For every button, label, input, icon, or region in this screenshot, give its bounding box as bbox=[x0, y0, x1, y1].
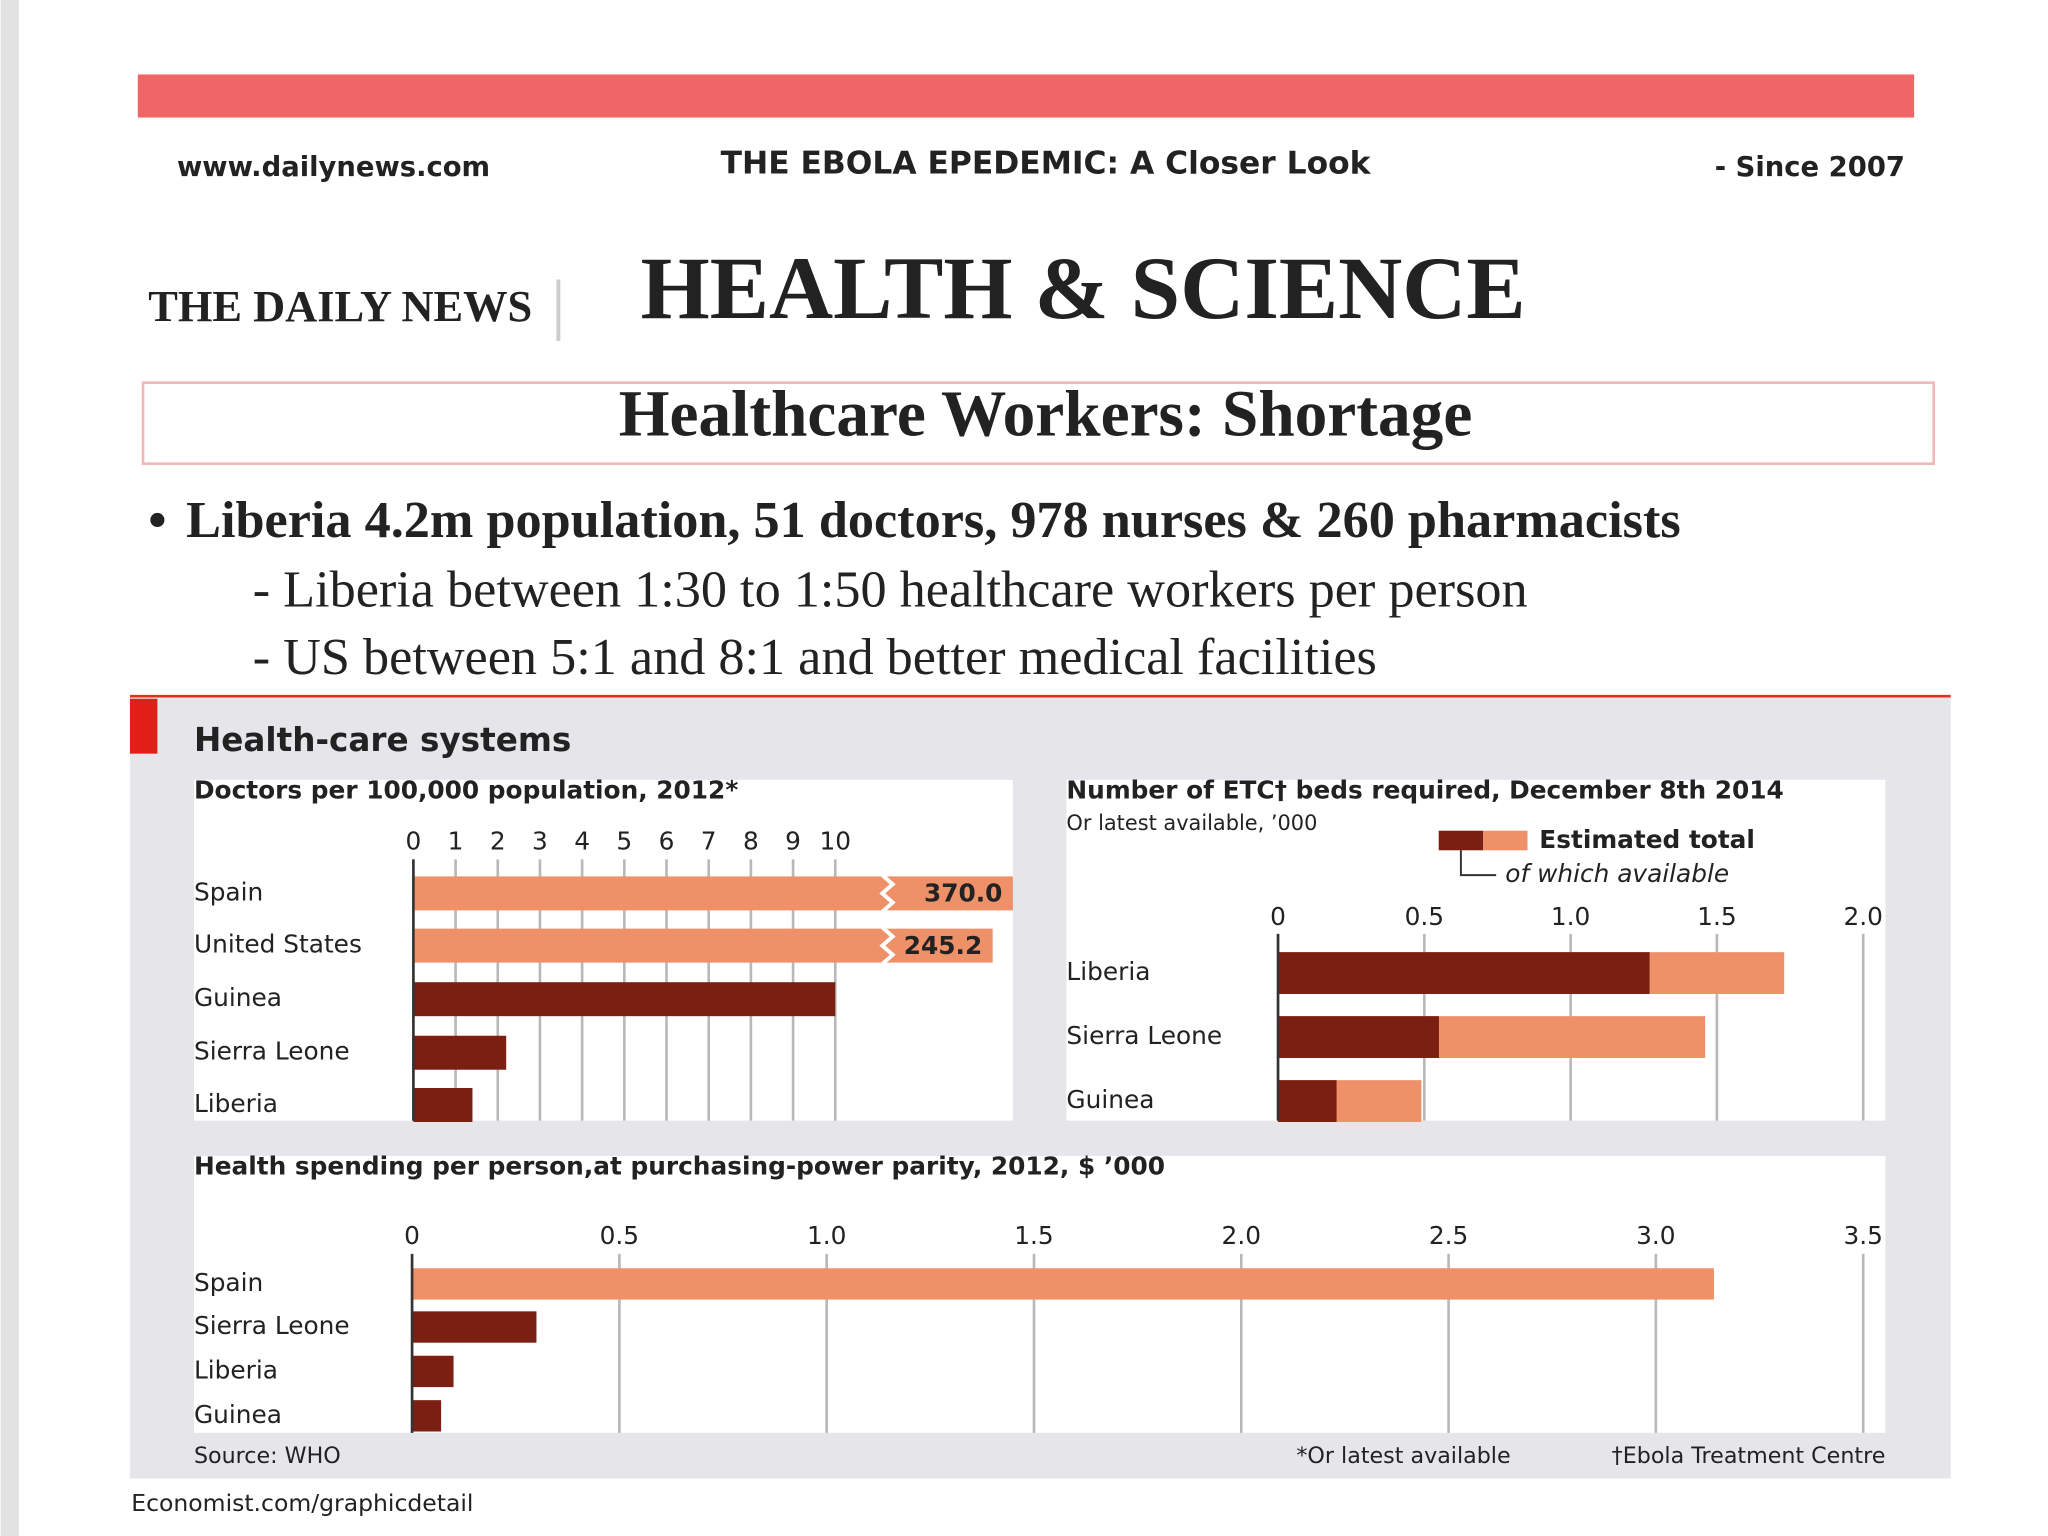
bullet-sub: - Liberia between 1:30 to 1:50 healthcar… bbox=[253, 560, 1528, 618]
slide-title-box bbox=[141, 381, 1936, 465]
bar bbox=[412, 1268, 1714, 1300]
bar-break bbox=[879, 925, 896, 966]
x-tick-label: 1 bbox=[448, 826, 464, 855]
x-tick-label: 3 bbox=[532, 826, 548, 855]
x-tick-label: 2.5 bbox=[1429, 1221, 1468, 1250]
site: www.dailynews.com bbox=[177, 152, 490, 183]
source: Source: WHO bbox=[194, 1443, 341, 1469]
bar bbox=[413, 1035, 507, 1070]
legend-label: Estimated total bbox=[1539, 825, 1755, 854]
category-label: Spain bbox=[194, 877, 263, 906]
charts: Doctors per 100,000 population, 2012*0 1 2… bbox=[194, 776, 1883, 1433]
category-label: Spain bbox=[194, 1268, 263, 1297]
category-label: Guinea bbox=[194, 1400, 282, 1429]
category-label: Sierra Leone bbox=[1066, 1021, 1222, 1050]
bar bbox=[413, 928, 993, 963]
x-tick-label: 8 bbox=[743, 826, 759, 855]
category-label: United States bbox=[194, 930, 362, 959]
x-tick-label: 1.0 bbox=[807, 1221, 846, 1250]
x-tick-label: 0 bbox=[1270, 902, 1286, 931]
masthead: THE DAILY NEWS bbox=[148, 281, 532, 331]
header-bar bbox=[137, 74, 1915, 118]
chart-title: Number of ETC† beds required, December 8… bbox=[1066, 776, 1783, 805]
x-tick-label: 1.5 bbox=[1697, 902, 1736, 931]
bar-break bbox=[879, 873, 896, 914]
legend-label: of which available bbox=[1505, 859, 1729, 888]
bar bbox=[1278, 1016, 1439, 1058]
section-title: HEALTH & SCIENCE bbox=[641, 240, 1526, 338]
chart-title: Health spending per person,at purchasing… bbox=[194, 1152, 1165, 1181]
legend-connector bbox=[1459, 850, 1497, 877]
left-edge bbox=[0, 0, 19, 1536]
red-tag bbox=[129, 698, 158, 754]
bullet-main: Liberia 4.2m population, 51 doctors, 978… bbox=[186, 491, 1681, 549]
bullet-sub: - US between 5:1 and 8:1 and better medi… bbox=[253, 628, 1377, 686]
slide-title: Healthcare Workers: Shortage bbox=[619, 379, 1473, 451]
category-label: Liberia bbox=[194, 1355, 278, 1384]
x-tick-label: 0.5 bbox=[600, 1221, 639, 1250]
x-tick-label: 0 bbox=[405, 826, 421, 855]
bar bbox=[412, 1355, 454, 1388]
footnote: †Ebola Treatment Centre bbox=[1612, 1443, 1886, 1469]
bar bbox=[413, 1088, 473, 1122]
legend-swatch bbox=[1483, 830, 1528, 851]
x-tick-label: 5 bbox=[616, 826, 632, 855]
x-tick-label: 1.5 bbox=[1014, 1221, 1053, 1250]
chart-subtitle: Or latest available, ’000 bbox=[1066, 811, 1317, 835]
chart-title: Doctors per 100,000 population, 2012* bbox=[194, 776, 738, 805]
bar bbox=[1278, 952, 1650, 994]
x-tick-label: 0 bbox=[404, 1221, 420, 1250]
since: - Since 2007 bbox=[1715, 152, 1905, 183]
x-tick-label: 0.5 bbox=[1405, 902, 1444, 931]
x-tick-label: 3.0 bbox=[1636, 1221, 1675, 1250]
credit: Economist.com/graphicdetail bbox=[131, 1489, 473, 1517]
headline: THE EBOLA EPEDEMIC: A Closer Look bbox=[721, 146, 1372, 182]
x-tick-label: 10 bbox=[819, 826, 851, 855]
category-label: Sierra Leone bbox=[194, 1037, 350, 1066]
x-tick-label: 4 bbox=[574, 826, 590, 855]
x-tick-label: 2.0 bbox=[1222, 1221, 1261, 1250]
category-label: Guinea bbox=[1066, 1085, 1154, 1114]
legend-swatch bbox=[1438, 830, 1484, 851]
x-tick-label: 7 bbox=[701, 826, 717, 855]
category-label: Liberia bbox=[194, 1089, 278, 1118]
category-label: Guinea bbox=[194, 983, 282, 1012]
bar bbox=[1278, 1080, 1337, 1122]
bullet-dot: • bbox=[148, 491, 166, 549]
bar bbox=[413, 982, 836, 1017]
x-tick-label: 1.0 bbox=[1551, 902, 1590, 931]
category-label: Sierra Leone bbox=[194, 1311, 350, 1340]
x-tick-label: 2 bbox=[490, 826, 506, 855]
bar bbox=[412, 1311, 537, 1343]
value-label: 370.0 bbox=[924, 879, 1002, 908]
x-tick-label: 9 bbox=[785, 826, 801, 855]
value-label: 245.2 bbox=[904, 931, 982, 960]
footnote: *Or latest available bbox=[1296, 1443, 1510, 1469]
x-tick-label: 6 bbox=[659, 826, 675, 855]
bar bbox=[413, 876, 1013, 911]
x-tick-label: 2.0 bbox=[1843, 902, 1882, 931]
infographic-title: Health-care systems bbox=[194, 721, 571, 759]
category-label: Liberia bbox=[1066, 957, 1150, 986]
x-tick-label: 3.5 bbox=[1843, 1221, 1882, 1250]
bar bbox=[412, 1400, 442, 1432]
